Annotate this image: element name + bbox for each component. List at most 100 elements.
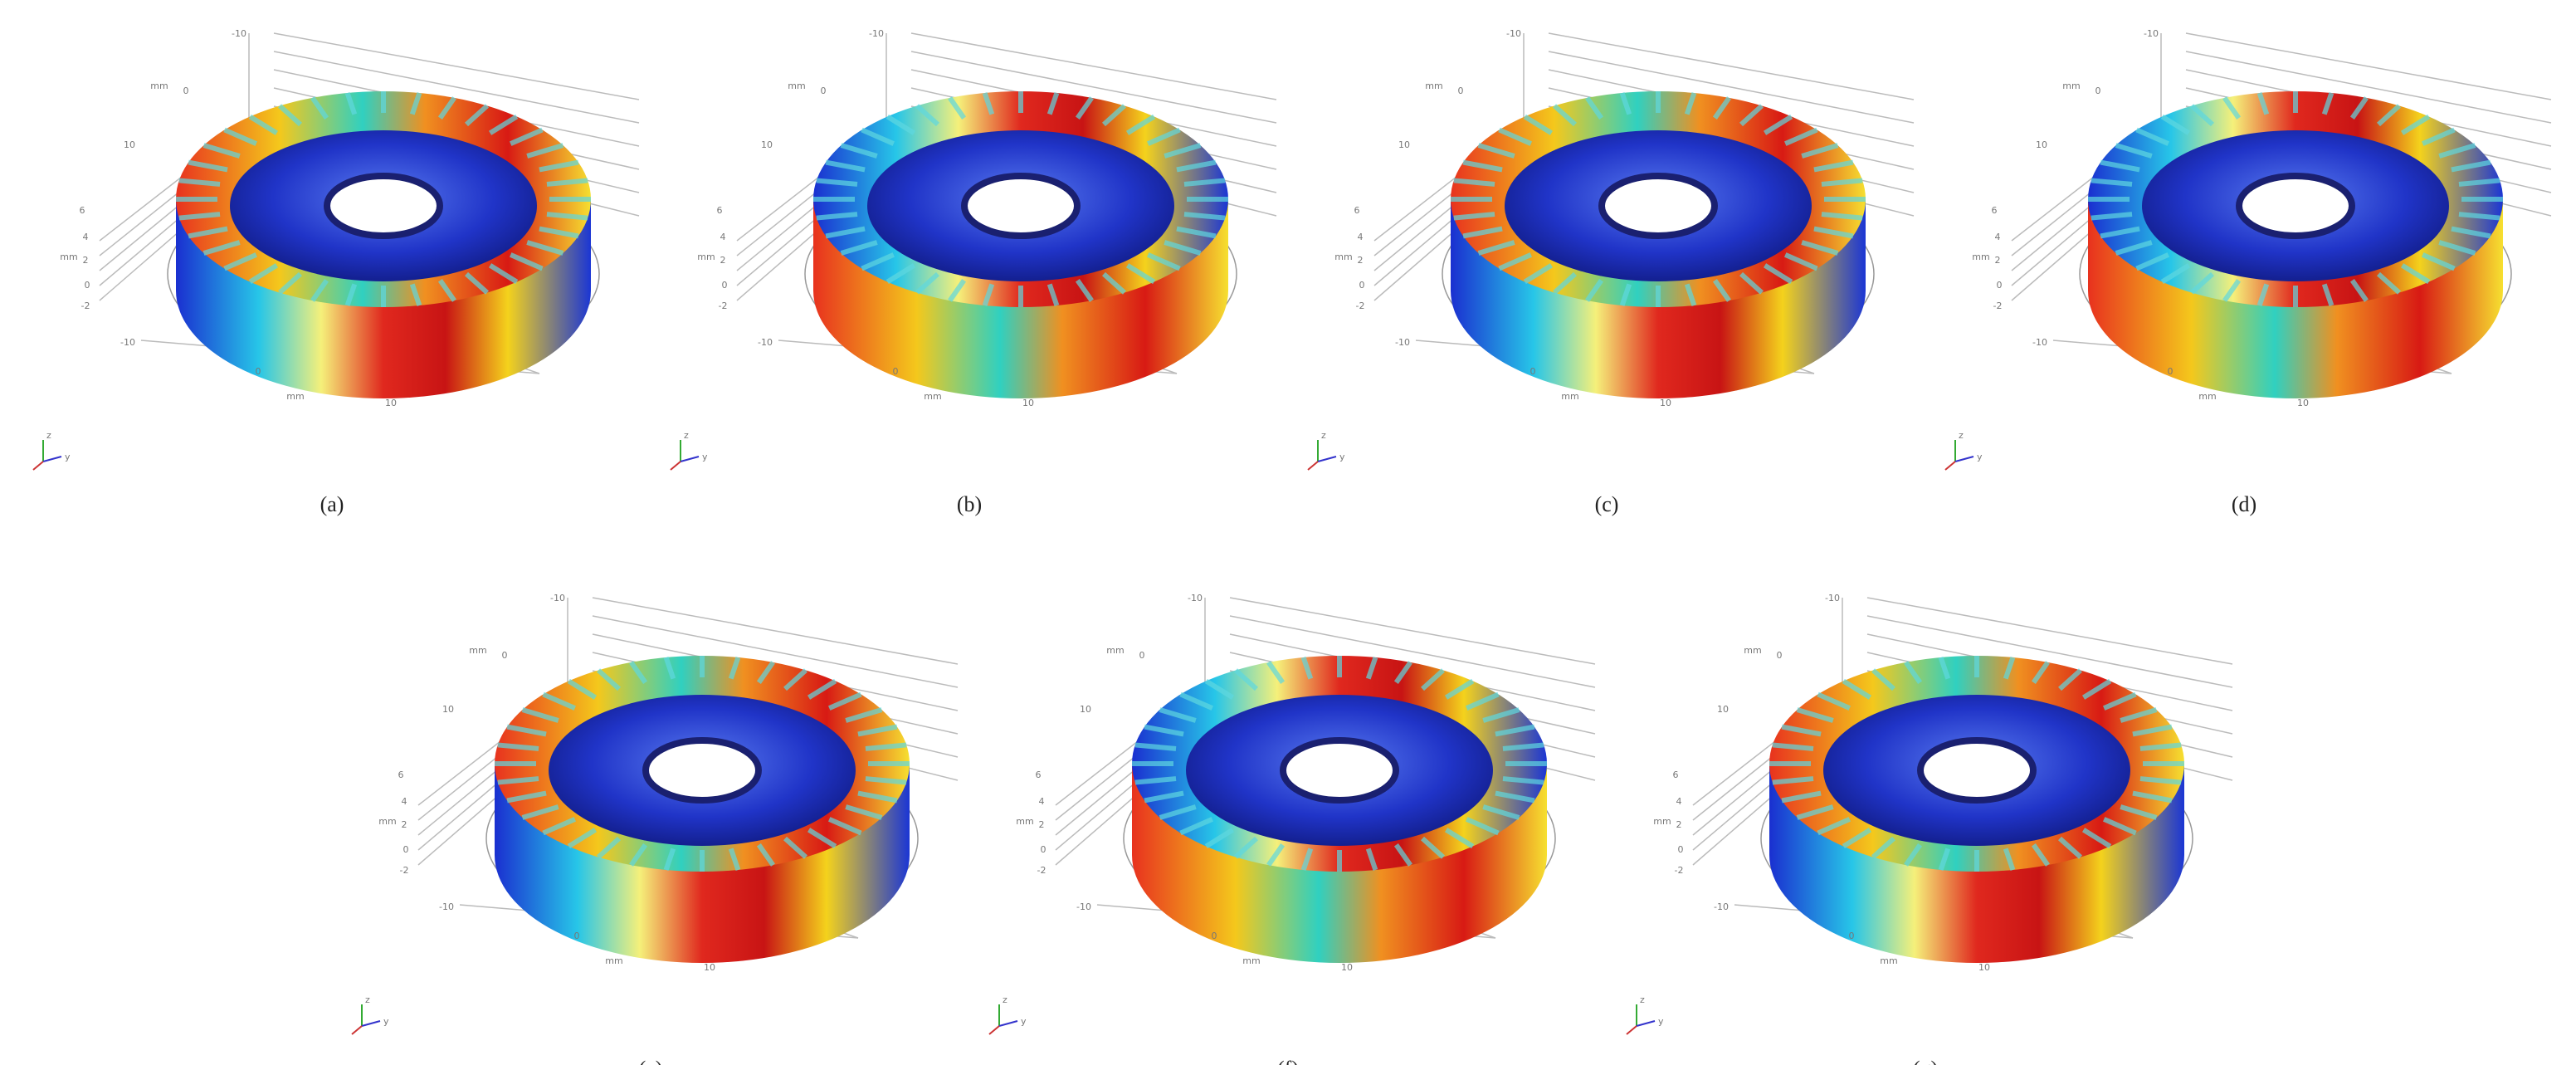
hole bbox=[1283, 740, 1396, 800]
axis-line bbox=[593, 598, 958, 664]
axis-tick-label: 2 bbox=[720, 255, 726, 266]
axis-tick-label: 0 bbox=[2095, 85, 2101, 96]
axis-tick-label: 0 bbox=[1530, 366, 1536, 377]
subfigure-label: (g) bbox=[1913, 1057, 1938, 1065]
triad-axis bbox=[989, 1026, 999, 1034]
axis-line bbox=[1867, 598, 2232, 664]
axis-tick-label: 0 bbox=[1997, 280, 2003, 291]
axis-unit: mm bbox=[1561, 391, 1578, 402]
triad-label: z bbox=[46, 430, 51, 441]
axis-tick-label: 10 bbox=[2297, 398, 2309, 408]
axis-tick-label: 10 bbox=[124, 139, 135, 150]
triad-label: y bbox=[1339, 452, 1345, 462]
axis-unit: mm bbox=[697, 252, 715, 262]
axis-tick-label: 0 bbox=[85, 280, 90, 291]
panel: -100106420-2-10010mmmmmmzy(e) bbox=[352, 593, 958, 1065]
axis-tick-label: 0 bbox=[256, 366, 261, 377]
axis-tick-label: -2 bbox=[1993, 300, 2003, 311]
axis-tick-label: 0 bbox=[1777, 650, 1783, 661]
axis-tick-label: -2 bbox=[400, 865, 409, 876]
axis-tick-label: 2 bbox=[1039, 819, 1045, 830]
axis-tick-label: -2 bbox=[1037, 865, 1046, 876]
axis-tick-label: -10 bbox=[1825, 593, 1840, 603]
axis-tick-label: 10 bbox=[1660, 398, 1671, 408]
axis-unit: mm bbox=[1242, 955, 1260, 966]
axis-tick-label: 0 bbox=[1458, 85, 1464, 96]
axis-tick-label: 2 bbox=[402, 819, 407, 830]
axis-tick-label: -10 bbox=[232, 28, 246, 39]
hole bbox=[646, 740, 759, 800]
triad-label: y bbox=[1977, 452, 1983, 462]
hole bbox=[327, 176, 440, 236]
triad-axis bbox=[671, 462, 681, 470]
hole bbox=[964, 176, 1077, 236]
axis-tick-label: 6 bbox=[80, 205, 85, 216]
subfigure-label: (b) bbox=[957, 492, 982, 516]
axis-tick-label: 2 bbox=[1676, 819, 1682, 830]
axis-tick-label: -10 bbox=[2144, 28, 2159, 39]
axis-unit: mm bbox=[1334, 252, 1352, 262]
axis-line bbox=[274, 33, 639, 100]
axis-unit: mm bbox=[1744, 645, 1761, 656]
axis-tick-label: -2 bbox=[719, 300, 728, 311]
triad-label: y bbox=[702, 452, 708, 462]
axis-tick-label: 4 bbox=[83, 232, 89, 242]
triad-axis bbox=[1637, 1021, 1655, 1026]
axis-tick-label: 0 bbox=[403, 844, 409, 855]
axis-unit: mm bbox=[469, 645, 486, 656]
axis-unit: mm bbox=[1880, 955, 1897, 966]
triad-axis bbox=[33, 462, 43, 470]
axis-tick-label: -10 bbox=[869, 28, 884, 39]
triad-label: z bbox=[1321, 430, 1326, 441]
subfigure-label: (f) bbox=[1277, 1057, 1299, 1065]
axis-tick-label: 2 bbox=[1358, 255, 1364, 266]
axis-tick-label: 0 bbox=[893, 366, 899, 377]
axis-tick-label: 0 bbox=[183, 85, 189, 96]
axis-unit: mm bbox=[924, 391, 941, 402]
triad-label: z bbox=[1959, 430, 1964, 441]
axis-tick-label: 10 bbox=[385, 398, 397, 408]
subfigure-label: (e) bbox=[639, 1057, 663, 1065]
axis-tick-label: -10 bbox=[550, 593, 565, 603]
axis-tick-label: -10 bbox=[2032, 337, 2047, 348]
hole bbox=[1602, 176, 1715, 236]
panel: -100106420-2-10010mmmmmmzy(d) bbox=[1945, 28, 2551, 516]
triad-label: y bbox=[65, 452, 71, 462]
triad-label: y bbox=[1021, 1016, 1027, 1027]
axis-line bbox=[911, 33, 1276, 100]
axis-tick-label: -10 bbox=[1076, 901, 1091, 912]
axis-unit: mm bbox=[1972, 252, 1989, 262]
axis-tick-label: -10 bbox=[120, 337, 135, 348]
axis-tick-label: 10 bbox=[704, 962, 715, 973]
axis-unit: mm bbox=[2198, 391, 2216, 402]
axis-tick-label: 6 bbox=[1354, 205, 1360, 216]
axis-unit: mm bbox=[788, 81, 805, 91]
axis-tick-label: 0 bbox=[1139, 650, 1145, 661]
triad-axis bbox=[1308, 462, 1318, 470]
triad-label: z bbox=[365, 994, 370, 1005]
panel: -100106420-2-10010mmmmmmzy(b) bbox=[671, 28, 1276, 516]
axis-unit: mm bbox=[605, 955, 622, 966]
triad-label: y bbox=[1658, 1016, 1664, 1027]
axis-line bbox=[2186, 33, 2551, 100]
axis-line bbox=[1230, 598, 1595, 664]
axis-tick-label: 10 bbox=[1398, 139, 1410, 150]
axis-tick-label: 4 bbox=[1358, 232, 1364, 242]
axis-tick-label: 10 bbox=[2036, 139, 2047, 150]
triad-label: z bbox=[1003, 994, 1007, 1005]
axis-tick-label: 4 bbox=[402, 796, 407, 807]
axis-tick-label: -2 bbox=[1675, 865, 1684, 876]
axis-tick-label: 4 bbox=[720, 232, 726, 242]
axis-tick-label: 0 bbox=[1678, 844, 1684, 855]
axis-tick-label: 2 bbox=[1995, 255, 2001, 266]
axis-tick-label: 4 bbox=[1995, 232, 2001, 242]
axis-unit: mm bbox=[2062, 81, 2080, 91]
axis-tick-label: 0 bbox=[2168, 366, 2174, 377]
panel: -100106420-2-10010mmmmmmzy(c) bbox=[1308, 28, 1914, 516]
axis-tick-label: 10 bbox=[1978, 962, 1990, 973]
axis-tick-label: 6 bbox=[717, 205, 723, 216]
axis-tick-label: 0 bbox=[1849, 931, 1855, 941]
axis-unit: mm bbox=[286, 391, 304, 402]
axis-tick-label: 10 bbox=[1022, 398, 1034, 408]
axis-tick-label: 0 bbox=[1212, 931, 1217, 941]
